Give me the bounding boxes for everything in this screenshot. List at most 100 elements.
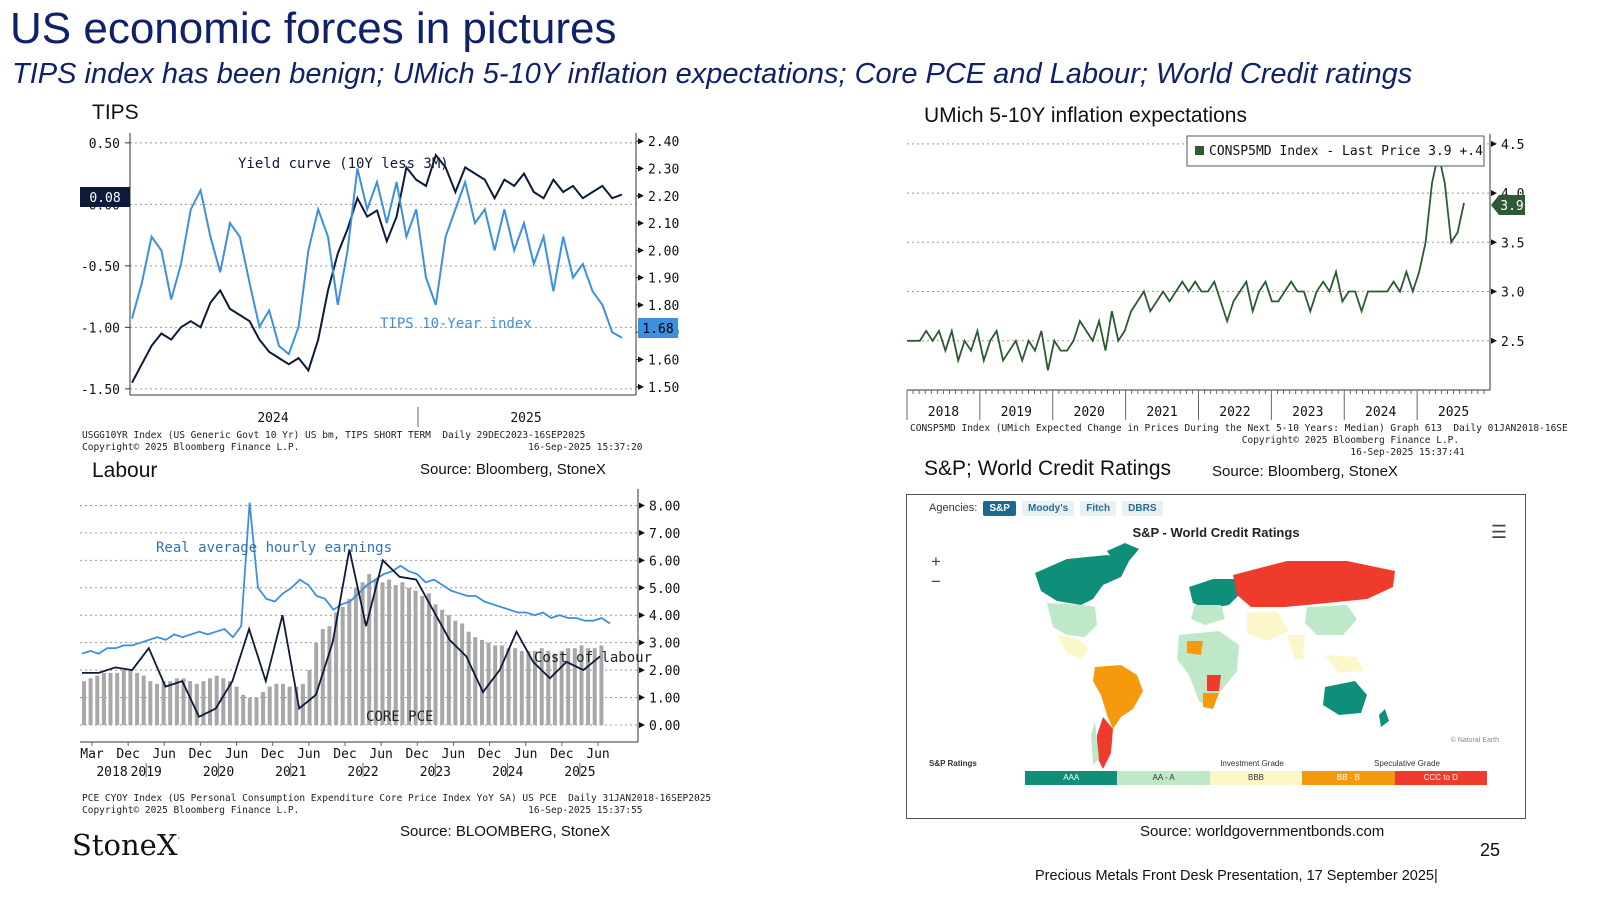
tips-index-last-badge xyxy=(638,318,678,338)
labour-pce-bar xyxy=(393,585,398,725)
labour-pce-bar xyxy=(433,604,438,725)
labour-pce-bar xyxy=(586,648,591,725)
tips-index-last-value: 1.68 xyxy=(642,322,673,337)
umich-year-label: 2024 xyxy=(1365,405,1396,420)
credit-panel-title: S&P; World Credit Ratings xyxy=(924,457,1172,480)
labour-month-label: Dec xyxy=(116,747,139,762)
labour-pce-bar xyxy=(247,697,252,725)
labour-pce-bar xyxy=(413,590,418,725)
labour-pce-bar xyxy=(599,645,604,725)
labour-pce-bar xyxy=(387,579,392,725)
tips-x-label-2025: 2025 xyxy=(510,411,541,426)
agency-tab-fitch[interactable]: Fitch xyxy=(1080,501,1117,516)
umich-tick-arrow xyxy=(1491,140,1497,147)
labour-footnote: PCE CYOY Index (US Personal Consumption … xyxy=(82,793,712,816)
labour-pce-bar xyxy=(334,612,339,725)
labour-pce-bar xyxy=(320,629,325,725)
labour-pce-bar xyxy=(314,642,319,725)
labour-tick-arrow xyxy=(639,529,645,536)
labour-pce-bar xyxy=(201,681,206,725)
tips-yield-last-badge xyxy=(80,187,130,207)
umich-year-label: 2025 xyxy=(1438,405,1469,420)
umich-last-badge xyxy=(1491,195,1525,215)
labour-pce-bar xyxy=(234,686,239,725)
labour-pce-bar xyxy=(128,670,133,725)
labour-tick-label: 2.00 xyxy=(649,664,680,679)
agency-selector: Agencies: S&P Moody's Fitch DBRS xyxy=(929,501,1163,516)
labour-core-pce-annotation: CORE PCE xyxy=(366,709,433,725)
labour-cost-line xyxy=(82,549,601,719)
agency-tab-dbrs[interactable]: DBRS xyxy=(1122,501,1163,516)
labour-pce-bar xyxy=(88,678,93,725)
labour-pce-bar xyxy=(400,582,405,725)
tips-10y-index-line xyxy=(131,168,623,356)
labour-pce-bar xyxy=(440,609,445,725)
page-number: 25 xyxy=(1480,840,1501,860)
labour-pce-bar xyxy=(380,582,385,725)
labour-month-label: Jun xyxy=(586,747,609,762)
labour-pce-bar xyxy=(592,648,597,725)
labour-pce-bar xyxy=(135,672,140,725)
labour-pce-bar xyxy=(552,653,557,725)
labour-month-label: Dec xyxy=(406,747,429,762)
labour-pce-bar xyxy=(287,686,292,725)
agency-tab-sp[interactable]: S&P xyxy=(983,501,1016,516)
umich-tick-label: 3.0 xyxy=(1501,286,1524,301)
labour-pce-bar xyxy=(546,650,551,725)
map-greenland xyxy=(1107,543,1139,561)
labour-pce-bar xyxy=(572,648,577,725)
tips-right-tick-arrow xyxy=(638,220,644,227)
map-usa xyxy=(1047,603,1097,637)
map-africa-north xyxy=(1187,641,1203,655)
umich-tick-label: 3.5 xyxy=(1501,236,1524,251)
labour-month-label: Jun xyxy=(297,747,320,762)
labour-pce-bar xyxy=(420,596,425,725)
labour-tick-arrow xyxy=(639,694,645,701)
umich-tick-arrow xyxy=(1491,288,1497,295)
labour-pce-bar xyxy=(267,686,272,725)
labour-earnings-annotation: Real average hourly earnings xyxy=(156,540,392,556)
labour-pce-bar xyxy=(155,683,159,725)
zoom-out-button[interactable]: − xyxy=(931,572,941,591)
umich-tick-arrow xyxy=(1491,239,1497,246)
umich-year-label: 2020 xyxy=(1074,405,1105,420)
labour-pce-bar xyxy=(499,645,504,725)
labour-pce-bar xyxy=(539,648,544,725)
umich-tick-arrow xyxy=(1491,190,1497,197)
tips-chart: 0.500.00-0.50-1.00-1.50 2.402.302.202.10… xyxy=(80,133,679,427)
tips-source: Source: Bloomberg, StoneX xyxy=(420,461,606,478)
hamburger-menu-icon[interactable]: ☰ xyxy=(1490,522,1507,542)
labour-tick-label: 7.00 xyxy=(649,527,680,542)
umich-chart: 4.54.03.53.02.5 2018 2019 2020 2021 2022 2023… xyxy=(906,134,1525,420)
labour-month-label: Jun xyxy=(514,747,537,762)
zoom-in-button[interactable]: + xyxy=(931,552,941,571)
labour-tick-arrow xyxy=(639,612,645,619)
tips-right-tick-arrow xyxy=(638,274,644,281)
labour-pce-bar xyxy=(579,645,584,725)
speculative-grade-label: Speculative Grade xyxy=(1374,759,1440,768)
labour-pce-bar xyxy=(367,574,372,725)
labour-pce-bar xyxy=(506,648,511,725)
footer-text: Precious Metals Front Desk Presentation,… xyxy=(1035,868,1438,884)
labour-year-label: 2025 xyxy=(564,765,595,780)
legend-swatch: BBB xyxy=(1209,771,1303,785)
labour-pce-bar xyxy=(254,697,259,725)
labour-pce-bar xyxy=(82,681,86,725)
tips-right-tick-label: 2.00 xyxy=(648,244,679,259)
tips-left-tick-label: -1.50 xyxy=(81,383,120,398)
map-mexico xyxy=(1057,635,1089,659)
tips-right-tick-label: 1.50 xyxy=(648,381,679,396)
labour-real-earnings-line xyxy=(81,502,611,655)
labour-pce-bar xyxy=(168,681,173,725)
tips-right-tick-arrow xyxy=(638,356,644,363)
map-south-africa xyxy=(1203,693,1219,709)
labour-month-label: Jun xyxy=(442,747,465,762)
labour-tick-arrow xyxy=(639,667,645,674)
labour-month-label: Jun xyxy=(225,747,248,762)
tips-right-tick-arrow xyxy=(638,247,644,254)
labour-pce-bar xyxy=(353,587,358,725)
agency-tab-moodys[interactable]: Moody's xyxy=(1022,501,1075,516)
umich-last-value: 3.9 xyxy=(1500,199,1523,214)
map-russia xyxy=(1233,561,1395,607)
legend-swatch: BB - B xyxy=(1302,771,1395,785)
